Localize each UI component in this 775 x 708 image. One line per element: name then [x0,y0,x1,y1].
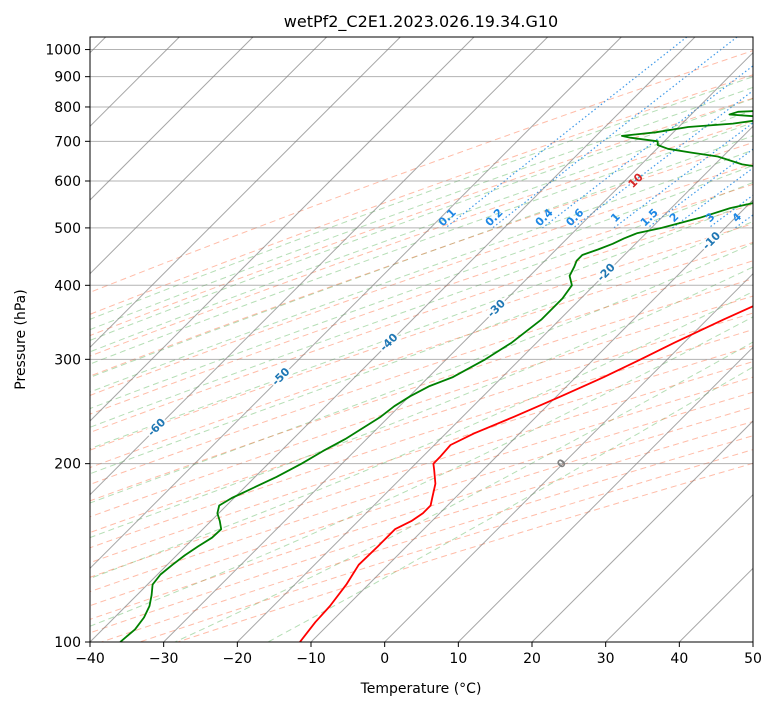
x-tick-label: −30 [149,651,179,667]
x-axis-ticks: −40 −30 −20 −10 0 10 20 30 40 50 [75,642,762,667]
y-tick-label: 600 [54,174,81,190]
y-tick-label: 300 [54,352,81,368]
isotherm-line [90,37,475,422]
moist-adiabat-line [90,266,753,539]
temperature-profile-line [299,305,753,642]
moist-adiabat-line [90,76,753,320]
dry-adiabat-line [90,329,753,549]
y-tick-label: 100 [54,635,81,651]
x-axis-label: Temperature (°C) [360,681,482,697]
isotherm-label-bg [594,260,619,286]
isotherm-line [384,272,753,642]
x-tick-label: −10 [296,651,326,667]
mixing-ratio-line [672,167,753,229]
mixing-ratio-line [542,65,753,229]
dry-adiabat-line [90,97,753,337]
y-axis-ticks: 100 200 300 400 500 600 700 800 900 1000 [45,43,90,651]
moist-adiabat-line [90,109,753,353]
chart-title: wetPf2_C2E1.2023.026.19.34.G10 [284,12,558,32]
isotherm-line [310,199,753,642]
y-tick-label: 900 [54,70,81,86]
isotherm-line [90,37,401,349]
plot-frame [89,36,754,643]
isotherm-line [90,37,254,201]
moist-adiabats [90,76,753,642]
isotherm-line [90,37,622,570]
moist-adiabat-line [90,242,753,504]
dry-adiabat-line [90,183,753,415]
isotherm-line [163,51,753,642]
x-tick-label: 30 [597,651,615,667]
profile-series [119,110,753,642]
mixing-ratio-line [572,89,753,229]
y-tick-label: 1000 [45,43,81,59]
dry-adiabat-line [90,312,753,534]
dry-adiabat-line [90,74,753,315]
isotherm-label-bg [376,330,402,356]
x-tick-label: 0 [380,651,389,667]
y-tick-label: 800 [54,100,81,116]
isotherm-label-bg [268,364,294,390]
dry-adiabat-line [90,163,753,396]
y-tick-label: 700 [54,134,81,150]
dry-adiabat-line [90,278,753,502]
isotherm-grid [90,37,753,642]
moist-adiabat-line [90,164,753,410]
moist-adiabat-line [90,181,753,428]
isotherm-line [90,37,549,496]
isotherm-label-bg [144,415,170,441]
y-axis-label: Pressure (hPa) [13,289,29,389]
x-tick-label: −20 [223,651,253,667]
moist-adiabat-line [90,86,753,331]
isotherm-line [90,37,328,275]
isobar-grid [90,49,753,642]
x-tick-label: −40 [75,651,105,667]
isotherm-line [236,125,753,642]
isotherm-line [605,493,753,642]
isotherm-line [457,346,753,642]
dry-adiabat-line [90,361,753,578]
moist-adiabat-line [90,98,753,341]
x-tick-label: 40 [670,651,688,667]
moist-adiabat-line [90,200,753,450]
x-tick-label: 50 [744,651,762,667]
dry-adiabat-line [90,50,753,293]
dry-adiabat-line [90,223,753,451]
moist-adiabat-line [267,366,753,642]
isotherm-label-bg [699,228,725,254]
isotherm-line [531,420,753,642]
y-tick-label: 200 [54,457,81,473]
plot-area: -100-90-80-70-60-50-40-30-20-100.10.20.4… [90,37,753,642]
moist-adiabat-line [90,291,753,579]
y-tick-label: 400 [54,278,81,294]
y-tick-label: 500 [54,221,81,237]
x-tick-label: 20 [523,651,541,667]
dry-adiabat-line [90,391,753,607]
dewpoint-profile-line [119,110,753,642]
dry-adiabat-line [90,142,753,377]
x-tick-label: 10 [449,651,467,667]
isotherm-label-bg [484,296,510,322]
